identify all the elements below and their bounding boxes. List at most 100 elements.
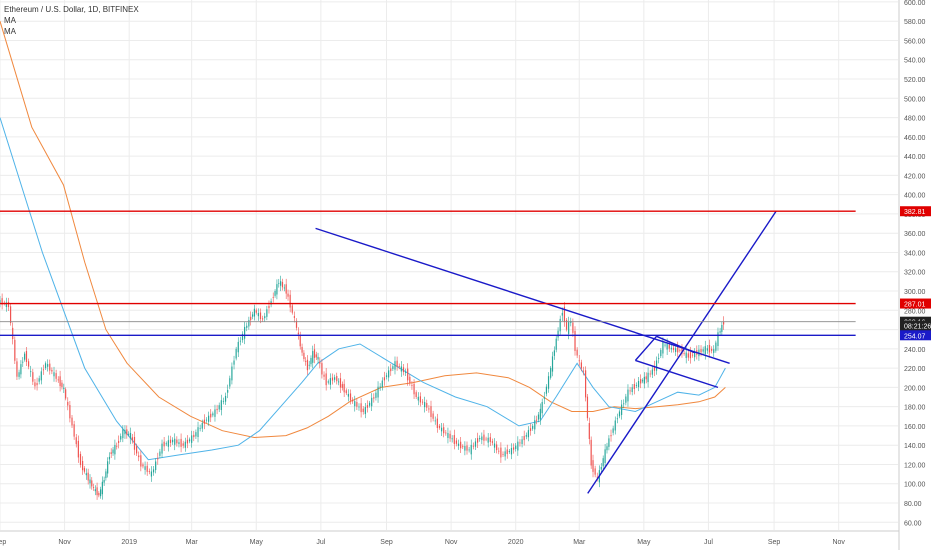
candle-body <box>161 443 163 454</box>
candle-body <box>114 445 116 455</box>
candle-body <box>128 433 130 435</box>
candle-body <box>574 330 576 351</box>
candle-body <box>210 413 212 418</box>
candle-body <box>557 330 559 338</box>
candle-body <box>536 419 538 421</box>
y-tick-label: 300.00 <box>904 289 926 296</box>
candle-body <box>92 487 95 488</box>
candle-body <box>637 381 640 388</box>
candle-body <box>483 434 485 441</box>
candle-body <box>551 356 554 372</box>
candle-body <box>476 438 479 443</box>
candle-body <box>184 441 186 448</box>
candle-body <box>71 417 73 426</box>
candle-body <box>131 437 133 441</box>
candle-body <box>251 314 254 317</box>
candle-body <box>65 389 67 399</box>
candle-body <box>152 469 155 473</box>
candle-body <box>481 436 483 441</box>
candle-body <box>227 389 229 393</box>
candle-body <box>539 408 541 420</box>
candle-body <box>415 392 417 398</box>
y-tick-label: 540.00 <box>904 58 926 65</box>
y-tick-label: 120.00 <box>904 462 926 469</box>
candle-body <box>18 372 20 377</box>
ma-slow-line <box>0 21 726 439</box>
candle-body <box>264 316 266 319</box>
candle-body <box>702 349 704 352</box>
price-axis[interactable]: 60.00 80.00 100.00 120.00 140.00 160.00 180.00… <box>898 0 926 550</box>
candle-body <box>303 352 305 359</box>
candle-body <box>224 395 227 402</box>
candle-body <box>182 443 184 446</box>
y-tick-label: 420.00 <box>904 173 926 180</box>
candle-body <box>649 373 651 375</box>
candle-body <box>49 363 51 371</box>
trend-line <box>315 227 730 364</box>
symbol-title[interactable]: Ethereum / U.S. Dollar, 1D, BITFINEX <box>4 5 139 14</box>
candle-body <box>561 312 563 316</box>
candle-body <box>208 415 210 422</box>
candle-body <box>468 449 470 451</box>
ma-legend-1[interactable]: MA <box>4 16 16 25</box>
candle-body <box>331 377 334 381</box>
candle-body <box>103 479 105 483</box>
candle-body <box>212 413 214 416</box>
candle-body <box>379 386 381 388</box>
candle-body <box>512 447 515 450</box>
candle-body <box>345 390 347 394</box>
candle-body <box>627 389 629 402</box>
candle-body <box>222 400 225 402</box>
candle-body <box>253 308 256 317</box>
candle-body <box>233 360 235 365</box>
candle-body <box>371 397 373 407</box>
y-tick-label: 180.00 <box>904 405 926 412</box>
candle-body <box>402 367 405 373</box>
candle-body <box>594 468 596 475</box>
candle-body <box>239 340 241 342</box>
candle-body <box>178 442 180 445</box>
candle-body <box>352 399 354 402</box>
candle-body <box>124 429 126 435</box>
candle-body <box>172 439 174 443</box>
candle-body <box>301 346 303 353</box>
candle-body <box>30 371 32 373</box>
candle-body <box>259 312 262 320</box>
ma-legend-2[interactable]: MA <box>4 27 16 36</box>
candle-body <box>388 370 390 378</box>
candle-body <box>7 301 10 308</box>
candle-body <box>27 361 30 367</box>
candle-body <box>527 430 530 438</box>
candle-body <box>515 445 517 449</box>
time-axis[interactable]: Sep Nov 2019 Mar May Jul Sep Nov 2020 Mar May Jul Se… <box>0 530 899 546</box>
candle-body <box>629 390 631 392</box>
candle-body <box>165 443 167 445</box>
candle-body <box>504 451 506 457</box>
candle-body <box>517 441 519 451</box>
candle-body <box>287 293 289 297</box>
candle-body <box>496 444 498 451</box>
y-tick-label: 60.00 <box>904 520 922 527</box>
candle-body <box>248 320 250 327</box>
candle-body <box>107 461 109 474</box>
candle-body <box>658 358 660 359</box>
candle-body <box>1 298 3 305</box>
candle-body <box>519 442 521 444</box>
candle-body <box>440 427 443 432</box>
candle-body <box>466 445 468 451</box>
candle-body <box>321 363 323 375</box>
candle-body <box>396 360 398 367</box>
candle-body <box>409 376 411 384</box>
candle-body <box>586 396 589 419</box>
candle-body <box>653 366 656 371</box>
candle-body <box>120 436 122 440</box>
candle-body <box>470 444 472 455</box>
candle-body <box>489 437 491 442</box>
candle-body <box>455 440 458 444</box>
candle-body <box>704 346 706 355</box>
candle-body <box>677 346 679 353</box>
candle-body <box>356 402 358 407</box>
price-label-box <box>900 206 931 217</box>
